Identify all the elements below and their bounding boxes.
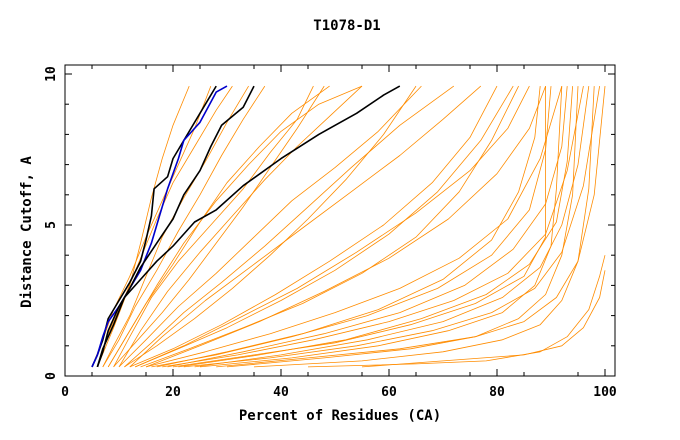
x-tick-label: 40 xyxy=(273,385,289,400)
x-tick-label: 0 xyxy=(61,385,69,400)
series-line-30 xyxy=(167,86,568,368)
series-line-27 xyxy=(124,85,455,368)
series-line-6 xyxy=(102,85,266,368)
series-line-37 xyxy=(129,85,482,368)
x-tick-label: 80 xyxy=(489,385,505,400)
series-line-20 xyxy=(151,86,552,368)
series-line-29 xyxy=(135,85,530,368)
series-line-5 xyxy=(97,85,233,368)
y-tick-label: 0 xyxy=(44,372,59,380)
series-line-19 xyxy=(129,85,498,368)
y-tick-label: 10 xyxy=(44,66,59,82)
x-axis-label: Percent of Residues (CA) xyxy=(239,408,441,424)
series-line-31 xyxy=(194,86,590,368)
series-line-7 xyxy=(113,85,325,368)
series-line-2 xyxy=(96,85,255,368)
tick-layer: 0 20 40 60 80 100 0 5 10 xyxy=(44,65,617,400)
series-line-16 xyxy=(97,85,190,368)
x-tick-label: 20 xyxy=(165,385,181,400)
series-line-12 xyxy=(183,86,600,368)
series-line-9 xyxy=(135,85,514,368)
series-line-10 xyxy=(145,85,563,368)
series-line-36 xyxy=(107,85,363,368)
series-line-25 xyxy=(156,86,541,368)
series-line-35 xyxy=(253,86,595,368)
series-line-23 xyxy=(226,86,579,368)
x-tick-label: 60 xyxy=(381,385,397,400)
series-line-18 xyxy=(118,85,422,368)
plot-frame xyxy=(64,64,616,377)
chart-title: T1078-D1 xyxy=(313,18,380,34)
series-line-28 xyxy=(102,85,249,368)
series-line-22 xyxy=(199,86,563,368)
series-line-34 xyxy=(178,86,573,368)
series-line-26 xyxy=(113,85,314,368)
series-line-24 xyxy=(140,85,519,368)
series-line-3 xyxy=(96,85,401,368)
series-line-11 xyxy=(162,86,584,368)
series-line-32 xyxy=(118,85,363,368)
series-line-15 xyxy=(307,255,606,368)
series-line-33 xyxy=(145,85,546,368)
series-line-13 xyxy=(216,86,606,368)
series-line-14 xyxy=(361,270,606,368)
x-tick-label: 100 xyxy=(593,385,617,400)
series-line-8 xyxy=(124,85,417,368)
y-axis-label: Distance Cutoff, A xyxy=(19,156,35,308)
series-line-1 xyxy=(91,85,228,368)
y-tick-label: 5 xyxy=(44,221,59,229)
series-layer xyxy=(91,85,606,368)
